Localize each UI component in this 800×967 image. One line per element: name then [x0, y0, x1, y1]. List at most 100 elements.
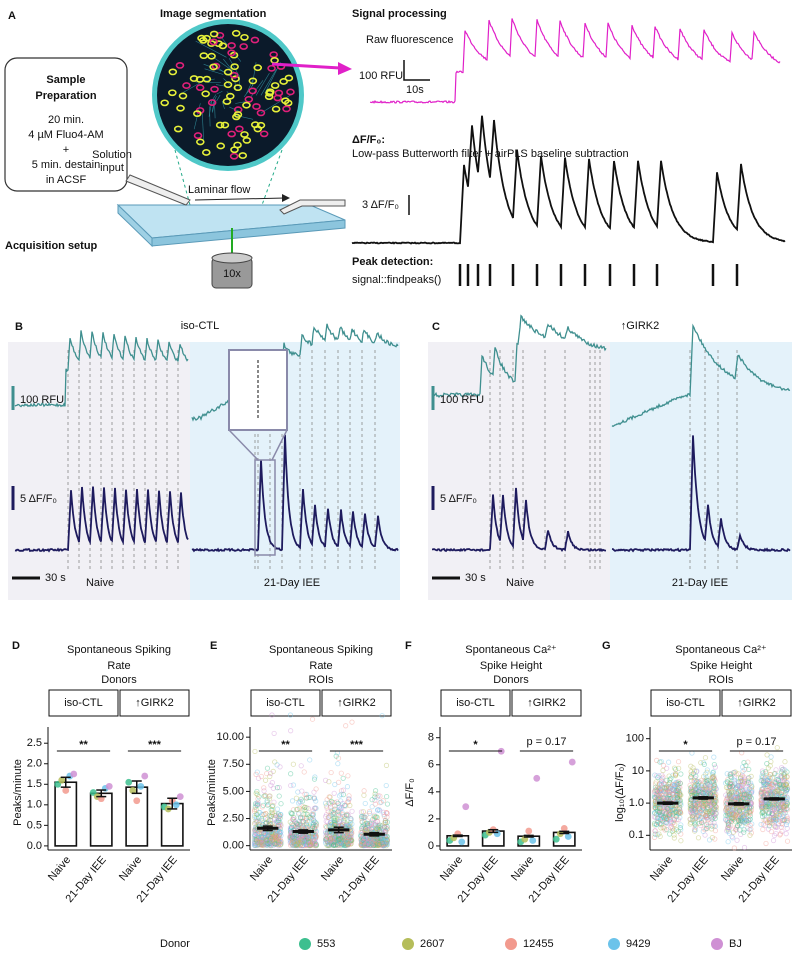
y-tick-label: 1.0 — [629, 797, 644, 809]
roi-point — [784, 831, 788, 835]
roi-point — [785, 839, 789, 843]
roi-point — [299, 764, 303, 768]
roi-point — [363, 801, 367, 805]
chart-title: Spontaneous Ca²⁺ — [465, 644, 557, 656]
flow-arrow-head — [282, 194, 290, 202]
significance: p = 0.17 — [526, 736, 566, 748]
roi-point — [661, 768, 665, 772]
chart-title: Spontaneous Spiking — [269, 644, 373, 656]
facet-label: iso-CTL — [456, 697, 495, 709]
donor-point — [70, 771, 77, 778]
box-text: + — [63, 144, 69, 156]
facet-label: ↑GIRK2 — [337, 697, 376, 709]
chart-subtitle: ROIs — [308, 674, 334, 686]
heading: Signal processing — [352, 8, 447, 20]
y-tick-label: 0.00 — [223, 840, 244, 852]
objective-top — [212, 253, 252, 263]
label: Solution — [92, 149, 132, 161]
roi-point — [279, 802, 283, 806]
panel-title: ↑GIRK2 — [621, 320, 660, 332]
y-tick-label: 8 — [428, 732, 434, 744]
roi-point — [310, 717, 314, 721]
y-axis-label: Peaks/minute — [206, 759, 218, 826]
roi-point — [288, 772, 292, 776]
y-axis-label: Peaks/minute — [12, 759, 24, 826]
chart-title: Spontaneous Ca²⁺ — [675, 644, 767, 656]
condition-label: Naive — [86, 577, 114, 589]
y-tick-label: 0.0 — [27, 840, 42, 852]
roi-point — [764, 841, 768, 845]
chart-title: Spike Height — [690, 660, 752, 672]
roi-point — [769, 829, 773, 833]
facet-label: iso-CTL — [266, 697, 305, 709]
label: Raw fluorescence — [366, 34, 453, 46]
roi-point — [291, 783, 295, 787]
label: Laminar flow — [188, 184, 250, 196]
legend-swatch — [402, 938, 414, 950]
roi-point — [275, 807, 279, 811]
roi-point — [666, 760, 670, 764]
roi-point — [384, 763, 388, 767]
trace — [352, 116, 785, 244]
y-tick-label: 2.0 — [27, 758, 42, 770]
roi-point — [676, 766, 680, 770]
panel-label: A — [8, 10, 16, 22]
roi-point — [712, 755, 716, 759]
roi-point — [277, 794, 281, 798]
roi-point — [713, 765, 717, 769]
chart-subtitle: Donors — [101, 674, 137, 686]
x-tick-label: Naive — [46, 854, 73, 883]
naive-bg — [428, 342, 610, 600]
panel-label: D — [12, 640, 20, 652]
box-text: in ACSF — [46, 174, 87, 186]
panel-title: iso-CTL — [181, 320, 220, 332]
y-tick-label: 6 — [428, 759, 434, 771]
y-tick-label: 0.5 — [27, 819, 42, 831]
significance: * — [683, 739, 688, 751]
donor-point — [106, 783, 113, 790]
box-title: Preparation — [35, 90, 96, 102]
roi-point — [308, 758, 312, 762]
roi-point — [765, 761, 769, 765]
x-tick-label: Naive — [438, 854, 465, 883]
roi-point — [336, 761, 340, 765]
scale-label: 100 RFU — [20, 394, 64, 406]
box-title: Sample — [46, 74, 85, 86]
roi-point — [253, 749, 257, 753]
panel-label: E — [210, 640, 217, 652]
roi-point — [362, 789, 366, 793]
donor-point — [62, 787, 69, 794]
donor-point — [569, 759, 576, 766]
roi-point — [712, 762, 716, 766]
y-tick-label: 4 — [428, 786, 434, 798]
legend-label: 2607 — [420, 938, 444, 950]
trace — [370, 19, 780, 103]
scale-label: 30 s — [465, 572, 486, 584]
roi-point — [726, 840, 730, 844]
donor-point — [525, 828, 532, 835]
roi-point — [312, 790, 316, 794]
inlet-tube — [126, 175, 190, 205]
roi-point — [329, 770, 333, 774]
roi-point — [302, 770, 306, 774]
roi-point — [345, 784, 349, 788]
label: input — [100, 162, 124, 174]
bar — [126, 787, 147, 846]
chart-title: Spontaneous Spiking — [67, 644, 171, 656]
roi-point — [269, 783, 273, 787]
roi-point — [385, 802, 389, 806]
roi-point — [667, 832, 671, 836]
scale-label: 100 RFU — [440, 394, 484, 406]
roi-point — [362, 793, 366, 797]
y-tick-label: 10.00 — [216, 731, 244, 743]
y-axis-label: log₁₀(ΔF/F₀) — [614, 763, 626, 822]
significance: *** — [148, 739, 162, 751]
facet-label: iso-CTL — [666, 697, 705, 709]
roi-point — [350, 809, 354, 813]
arrow-head — [338, 62, 352, 75]
donor-point — [462, 803, 469, 810]
roi-point — [676, 759, 680, 763]
y-tick-label: 2.50 — [223, 812, 244, 824]
roi-point — [769, 755, 773, 759]
